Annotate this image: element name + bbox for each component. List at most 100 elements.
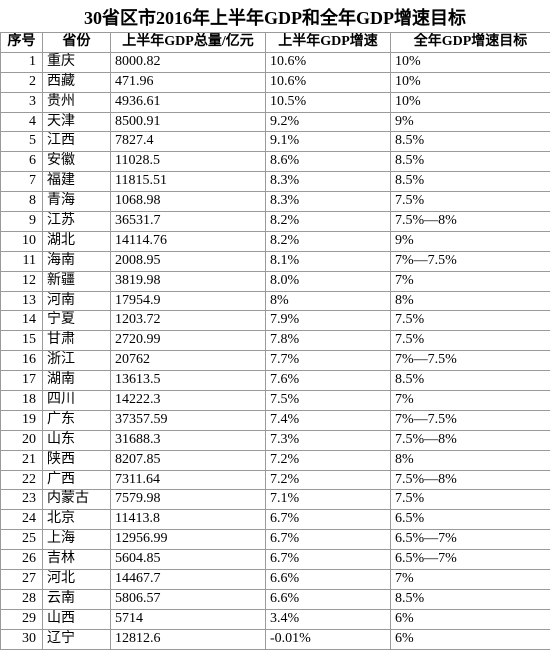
cell-province: 吉林 (43, 550, 111, 570)
cell-gdp: 5604.85 (111, 550, 266, 570)
cell-target: 7.5% (391, 490, 550, 510)
cell-growth: 8.6% (266, 152, 391, 172)
cell-index: 23 (1, 490, 43, 510)
cell-province: 福建 (43, 172, 111, 192)
cell-growth: 6.6% (266, 589, 391, 609)
cell-gdp: 8000.82 (111, 52, 266, 72)
col-header-gdp: 上半年GDP总量/亿元 (111, 33, 266, 53)
cell-growth: 6.6% (266, 570, 391, 590)
cell-gdp: 17954.9 (111, 291, 266, 311)
cell-province: 湖北 (43, 231, 111, 251)
cell-growth: 8.1% (266, 251, 391, 271)
cell-index: 27 (1, 570, 43, 590)
cell-gdp: 37357.59 (111, 410, 266, 430)
cell-index: 22 (1, 470, 43, 490)
cell-index: 12 (1, 271, 43, 291)
cell-growth: -0.01% (266, 629, 391, 649)
cell-target: 7.5%—8% (391, 212, 550, 232)
page-container: 30省区市2016年上半年GDP和全年GDP增速目标 序号 省份 上半年GDP总… (0, 0, 550, 650)
table-row: 4天津8500.919.2%9% (1, 112, 550, 132)
cell-gdp: 8207.85 (111, 450, 266, 470)
page-title: 30省区市2016年上半年GDP和全年GDP增速目标 (0, 0, 550, 32)
cell-target: 7.5%—8% (391, 430, 550, 450)
cell-target: 9% (391, 112, 550, 132)
cell-index: 7 (1, 172, 43, 192)
table-row: 8青海1068.988.3%7.5% (1, 192, 550, 212)
cell-gdp: 2008.95 (111, 251, 266, 271)
cell-growth: 8.3% (266, 192, 391, 212)
table-row: 30辽宁12812.6-0.01%6% (1, 629, 550, 649)
cell-target: 7.5% (391, 311, 550, 331)
table-row: 14宁夏1203.727.9%7.5% (1, 311, 550, 331)
table-row: 11海南2008.958.1%7%—7.5% (1, 251, 550, 271)
cell-province: 安徽 (43, 152, 111, 172)
cell-target: 8.5% (391, 172, 550, 192)
cell-index: 1 (1, 52, 43, 72)
table-row: 9江苏36531.78.2%7.5%—8% (1, 212, 550, 232)
table-row: 15甘肃2720.997.8%7.5% (1, 331, 550, 351)
cell-target: 6.5%—7% (391, 550, 550, 570)
cell-province: 宁夏 (43, 311, 111, 331)
cell-gdp: 1203.72 (111, 311, 266, 331)
cell-province: 山西 (43, 609, 111, 629)
table-row: 6安徽11028.58.6%8.5% (1, 152, 550, 172)
cell-growth: 7.7% (266, 351, 391, 371)
cell-target: 10% (391, 72, 550, 92)
cell-target: 7%—7.5% (391, 351, 550, 371)
cell-gdp: 7311.64 (111, 470, 266, 490)
cell-gdp: 36531.7 (111, 212, 266, 232)
cell-growth: 6.7% (266, 510, 391, 530)
table-row: 25上海12956.996.7%6.5%—7% (1, 530, 550, 550)
col-header-target: 全年GDP增速目标 (391, 33, 550, 53)
cell-target: 6% (391, 609, 550, 629)
cell-gdp: 11815.51 (111, 172, 266, 192)
cell-gdp: 20762 (111, 351, 266, 371)
cell-growth: 7.6% (266, 371, 391, 391)
cell-gdp: 31688.3 (111, 430, 266, 450)
cell-target: 10% (391, 92, 550, 112)
cell-index: 15 (1, 331, 43, 351)
cell-index: 13 (1, 291, 43, 311)
cell-gdp: 4936.61 (111, 92, 266, 112)
cell-growth: 7.5% (266, 391, 391, 411)
cell-province: 北京 (43, 510, 111, 530)
cell-index: 30 (1, 629, 43, 649)
cell-target: 6% (391, 629, 550, 649)
cell-index: 21 (1, 450, 43, 470)
table-row: 20山东31688.37.3%7.5%—8% (1, 430, 550, 450)
cell-gdp: 11413.8 (111, 510, 266, 530)
cell-target: 7.5%—8% (391, 470, 550, 490)
cell-index: 28 (1, 589, 43, 609)
cell-index: 24 (1, 510, 43, 530)
cell-index: 20 (1, 430, 43, 450)
cell-province: 四川 (43, 391, 111, 411)
cell-province: 重庆 (43, 52, 111, 72)
cell-growth: 7.9% (266, 311, 391, 331)
cell-province: 河南 (43, 291, 111, 311)
cell-province: 浙江 (43, 351, 111, 371)
table-row: 3贵州4936.6110.5%10% (1, 92, 550, 112)
cell-province: 西藏 (43, 72, 111, 92)
cell-target: 6.5% (391, 510, 550, 530)
cell-gdp: 5714 (111, 609, 266, 629)
col-header-province: 省份 (43, 33, 111, 53)
cell-province: 云南 (43, 589, 111, 609)
cell-target: 7%—7.5% (391, 410, 550, 430)
cell-index: 29 (1, 609, 43, 629)
cell-target: 6.5%—7% (391, 530, 550, 550)
cell-index: 26 (1, 550, 43, 570)
cell-gdp: 14114.76 (111, 231, 266, 251)
table-row: 1重庆8000.8210.6%10% (1, 52, 550, 72)
cell-growth: 9.2% (266, 112, 391, 132)
cell-gdp: 7827.4 (111, 132, 266, 152)
cell-province: 甘肃 (43, 331, 111, 351)
cell-gdp: 12812.6 (111, 629, 266, 649)
cell-target: 8.5% (391, 371, 550, 391)
table-row: 29山西57143.4%6% (1, 609, 550, 629)
cell-growth: 7.4% (266, 410, 391, 430)
table-row: 23内蒙古7579.987.1%7.5% (1, 490, 550, 510)
table-row: 17湖南13613.57.6%8.5% (1, 371, 550, 391)
cell-index: 5 (1, 132, 43, 152)
cell-growth: 9.1% (266, 132, 391, 152)
table-row: 22广西7311.647.2%7.5%—8% (1, 470, 550, 490)
